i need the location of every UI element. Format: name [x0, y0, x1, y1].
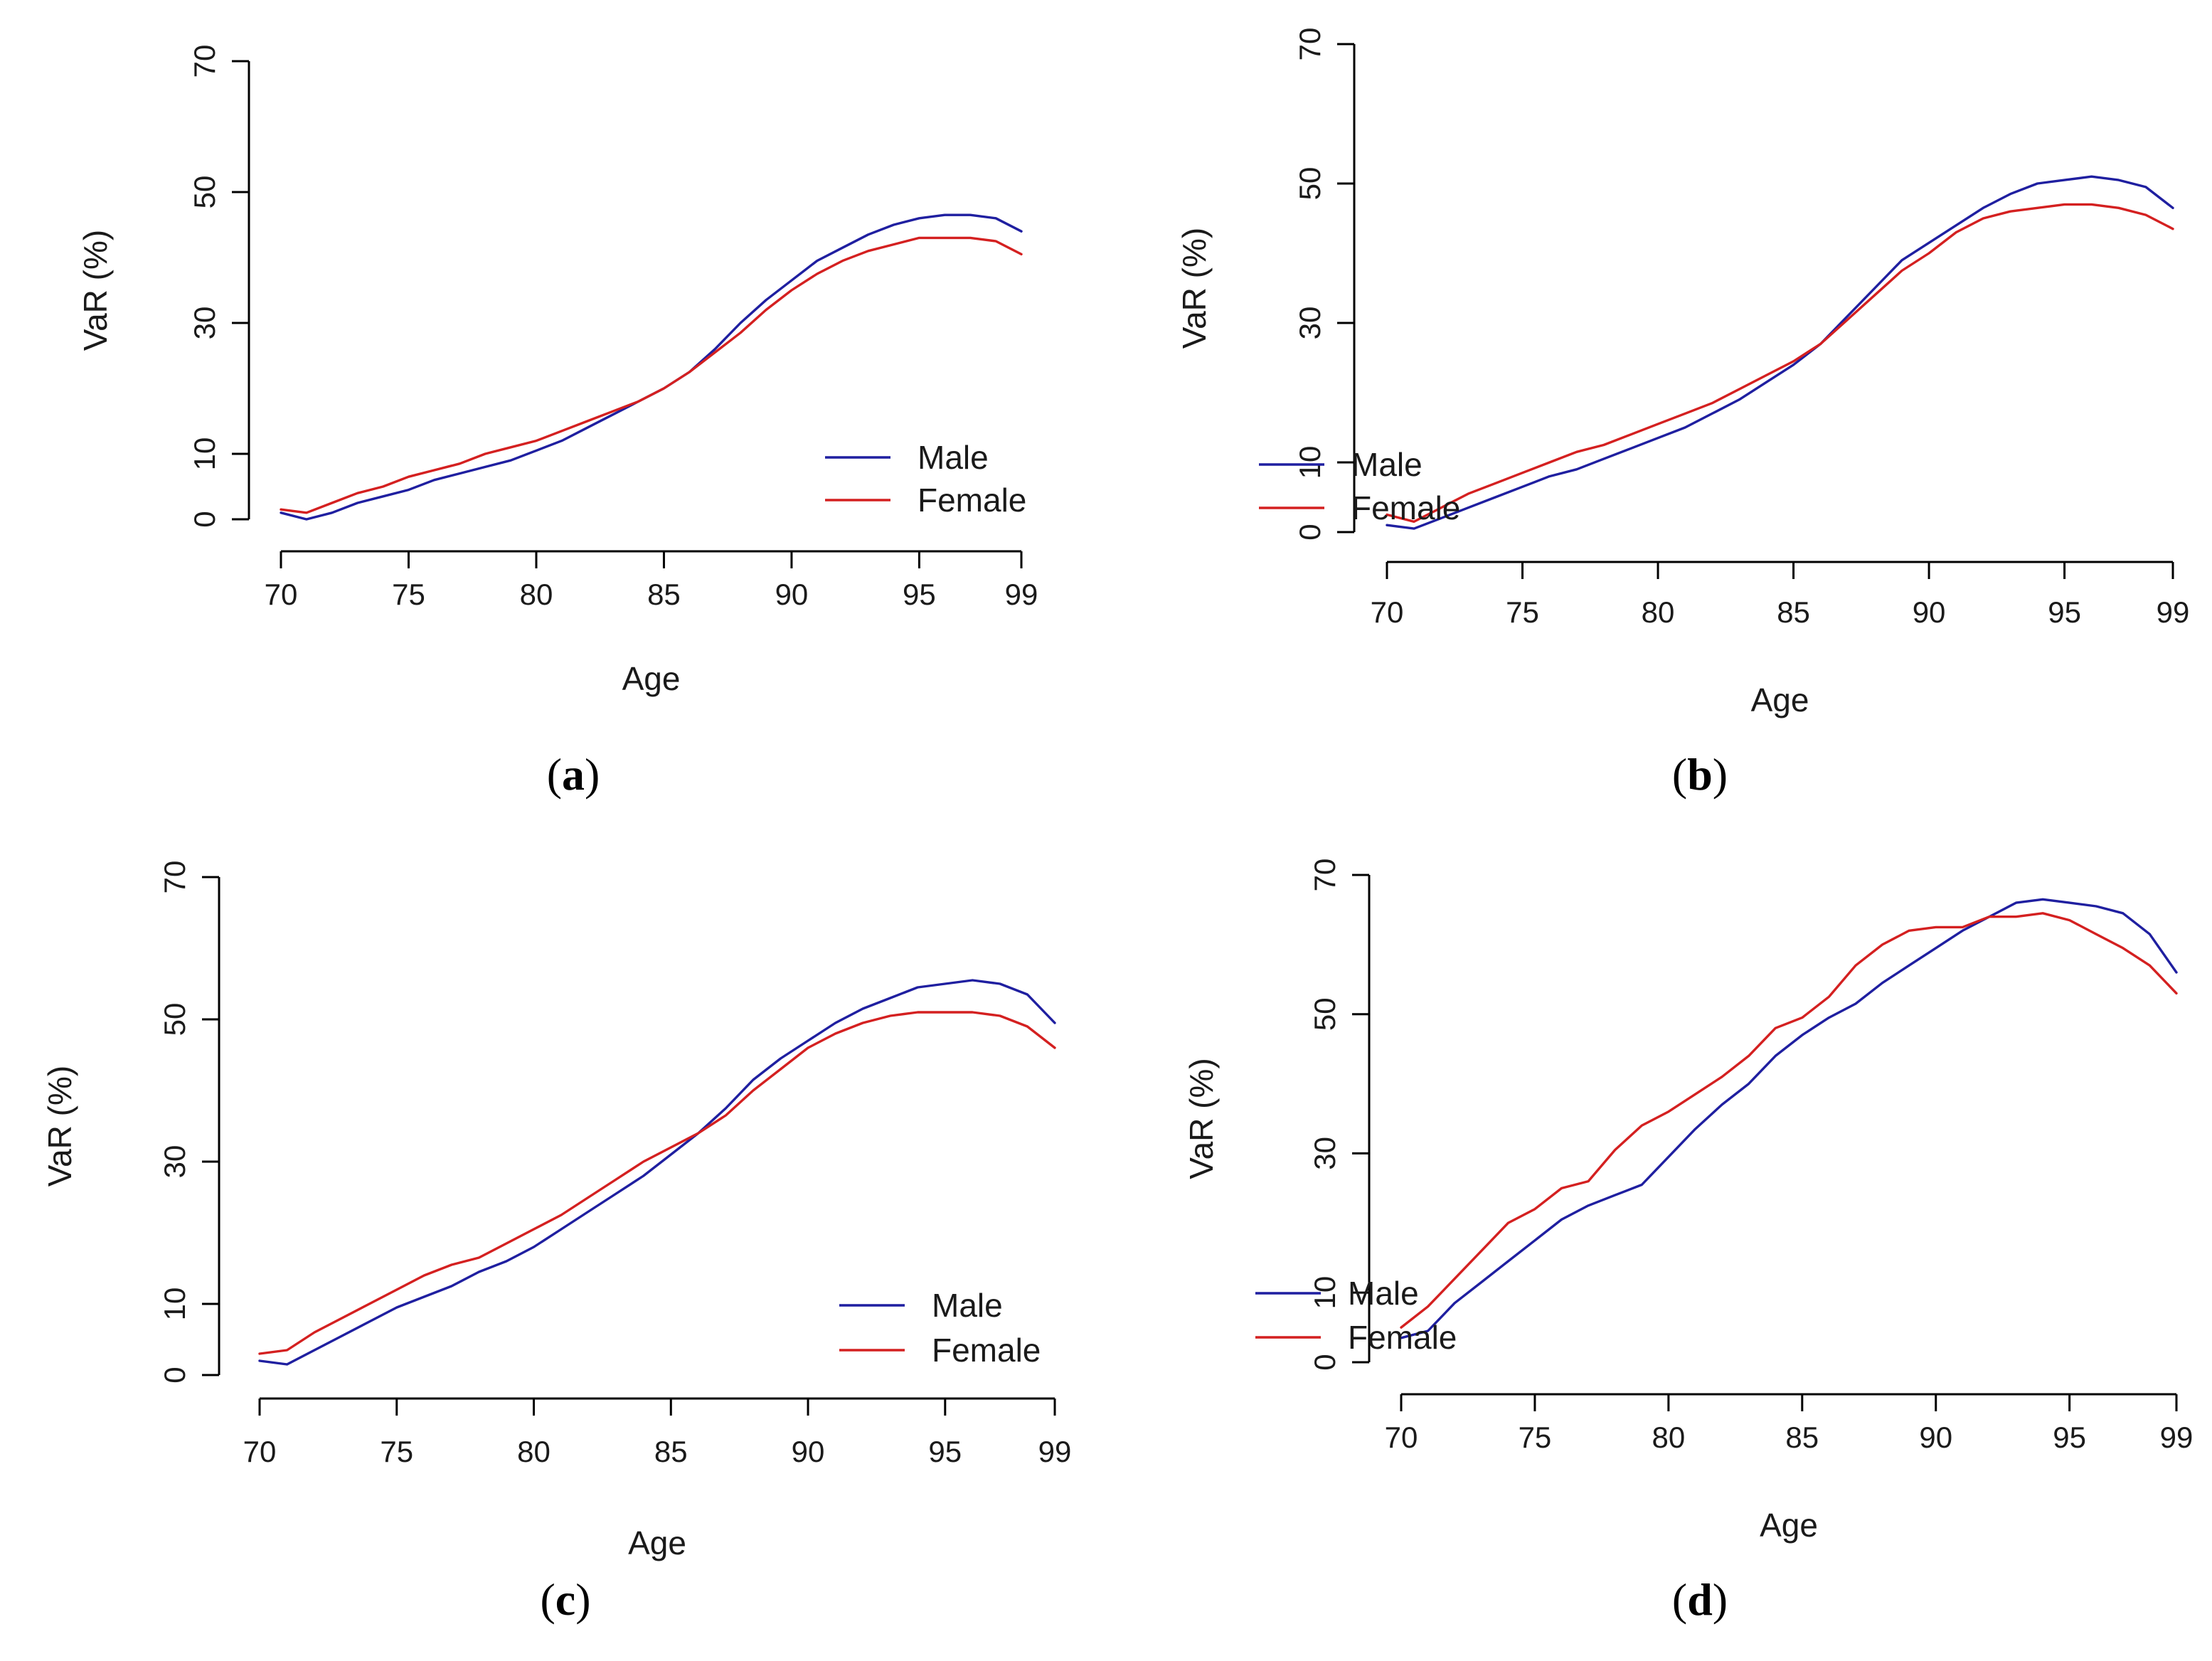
x-tick-label: 99 — [2157, 595, 2190, 629]
x-tick-label: 80 — [1652, 1421, 1686, 1454]
y-tick-label: 30 — [1308, 1137, 1341, 1170]
y-axis-title: VaR (%) — [41, 1066, 78, 1187]
legend: Male Female — [1259, 446, 1460, 526]
x-tick-label: 75 — [1519, 1421, 1552, 1454]
panel-label-close-paren: ) — [1713, 749, 1728, 800]
series-line-male — [1400, 898, 2178, 1339]
x-tick-label: 99 — [1038, 1435, 1072, 1468]
y-tick-label: 50 — [158, 1003, 191, 1036]
y-tick-label: 0 — [188, 511, 221, 527]
series-line-female — [1386, 203, 2174, 523]
y-tick-label: 70 — [1293, 28, 1326, 61]
legend: Male Female — [825, 439, 1026, 519]
y-tick-label: 50 — [188, 176, 221, 209]
x-tick-label: 80 — [517, 1435, 551, 1468]
x-tick-label: 85 — [1777, 595, 1810, 629]
x-tick-label: 85 — [1785, 1421, 1819, 1454]
y-tick-label: 0 — [1293, 524, 1326, 540]
x-tick-label: 99 — [2160, 1421, 2194, 1454]
x-tick-label: 80 — [1642, 595, 1675, 629]
x-axis-title: Age — [628, 1524, 686, 1561]
y-tick-label: 0 — [158, 1367, 191, 1383]
x-axis-title: Age — [1760, 1507, 1818, 1544]
legend-label-male: Male — [1348, 1275, 1419, 1312]
legend-label-female: Female — [1348, 1319, 1457, 1356]
panel-label-open-paren: ( — [547, 749, 562, 800]
y-tick-label: 10 — [188, 437, 221, 471]
panel-label-letter: b — [1687, 749, 1713, 800]
y-axis-title: VaR (%) — [77, 230, 114, 351]
y-tick-label: 30 — [158, 1145, 191, 1179]
series-line-female — [1400, 912, 2178, 1329]
legend-label-male: Male — [918, 439, 989, 476]
x-tick-label: 95 — [2048, 595, 2081, 629]
panel-label-letter: a — [562, 749, 585, 800]
x-tick-label: 70 — [243, 1435, 277, 1468]
x-axis-title: Age — [622, 660, 681, 697]
y-tick-label: 70 — [188, 45, 221, 78]
y-tick-label: 70 — [158, 861, 191, 894]
panel-label-open-paren: ( — [1672, 749, 1687, 800]
panel-b: 0 10 30 50 70 70 75 80 85 90 95 99 Age VaR (%) Male Fem… — [1176, 28, 2189, 800]
y-tick-label: 0 — [1308, 1354, 1341, 1370]
x-tick-label: 95 — [928, 1435, 962, 1468]
x-tick-label: 75 — [392, 578, 425, 611]
series-line-male — [258, 979, 1056, 1366]
x-tick-label: 90 — [792, 1435, 825, 1468]
series-line-female — [258, 1011, 1056, 1355]
y-tick-label: 30 — [188, 307, 221, 340]
y-tick-label: 50 — [1293, 167, 1326, 201]
series-line-male — [1386, 175, 2174, 530]
series-line-female — [280, 236, 1023, 514]
series-line-male — [280, 213, 1023, 521]
legend: Male Female — [1255, 1275, 1457, 1356]
panel-label-letter: d — [1687, 1574, 1713, 1625]
panel-label-letter: c — [555, 1574, 575, 1625]
x-tick-label: 70 — [1385, 1421, 1418, 1454]
legend-label-female: Female — [918, 482, 1026, 519]
panel-label: (c) — [540, 1574, 590, 1625]
panel-label: (b) — [1672, 749, 1728, 800]
x-tick-label: 90 — [775, 578, 809, 611]
x-tick-label: 90 — [1913, 595, 1946, 629]
legend-label-male: Male — [932, 1287, 1003, 1324]
y-tick-label: 10 — [1293, 446, 1326, 479]
x-tick-label: 85 — [647, 578, 681, 611]
x-tick-label: 75 — [380, 1435, 413, 1468]
x-axis-title: Age — [1751, 681, 1809, 718]
legend-label-female: Female — [1351, 489, 1460, 526]
legend: Male Female — [839, 1287, 1041, 1369]
y-tick-label: 10 — [158, 1288, 191, 1321]
panel-label: (d) — [1672, 1574, 1728, 1625]
panel-label-close-paren: ) — [575, 1574, 590, 1625]
x-tick-label: 75 — [1506, 595, 1539, 629]
panel-label: (a) — [547, 749, 600, 800]
legend-label-female: Female — [932, 1332, 1041, 1369]
panel-c: 0 10 30 50 70 70 75 80 85 90 95 99 Age VaR (%) Male Fem… — [41, 861, 1071, 1625]
panel-label-close-paren: ) — [585, 749, 600, 800]
y-axis-title: VaR (%) — [1183, 1058, 1220, 1179]
panel-a: 0 10 30 50 70 70 75 80 85 90 95 99 Age VaR (%) Male Fem… — [77, 45, 1038, 800]
x-tick-label: 80 — [520, 578, 553, 611]
x-tick-label: 95 — [903, 578, 936, 611]
legend-label-male: Male — [1351, 446, 1423, 483]
x-tick-label: 90 — [1919, 1421, 1952, 1454]
x-tick-label: 99 — [1005, 578, 1038, 611]
y-axis-title: VaR (%) — [1176, 228, 1213, 349]
y-tick-label: 50 — [1308, 997, 1341, 1031]
y-tick-label: 30 — [1293, 307, 1326, 340]
panel-label-open-paren: ( — [540, 1574, 555, 1625]
x-tick-label: 95 — [2053, 1421, 2086, 1454]
y-tick-label: 70 — [1308, 859, 1341, 892]
x-tick-label: 70 — [1371, 595, 1404, 629]
x-tick-label: 70 — [265, 578, 298, 611]
panel-label-open-paren: ( — [1672, 1574, 1687, 1625]
panel-label-close-paren: ) — [1713, 1574, 1728, 1625]
x-tick-label: 85 — [654, 1435, 688, 1468]
